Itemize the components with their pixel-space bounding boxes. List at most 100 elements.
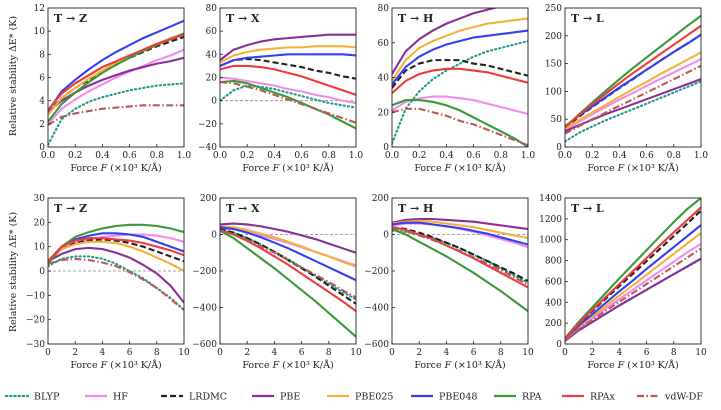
x-tick-label: 8 bbox=[671, 348, 677, 358]
axes-frame bbox=[564, 197, 702, 345]
x-tick-label: 2 bbox=[244, 348, 250, 358]
y-tick-label: 4 bbox=[39, 97, 45, 107]
series-line-blyp bbox=[48, 82, 184, 146]
x-tick-label: 1.0 bbox=[349, 151, 364, 161]
x-tick-label: 0.0 bbox=[558, 151, 573, 161]
legend-item-pbe025: PBE025 bbox=[327, 392, 393, 403]
y-tick-label: 50 bbox=[551, 115, 563, 125]
y-tick-label: 6 bbox=[39, 74, 45, 84]
series-line-pbe bbox=[392, 217, 528, 231]
series-line-hf bbox=[220, 76, 356, 105]
x-tick-label: 1.0 bbox=[177, 151, 192, 161]
y-tick-label: 1200 bbox=[539, 215, 562, 225]
series-line-vdw-df bbox=[565, 247, 701, 342]
series-line-pbe048 bbox=[565, 33, 701, 128]
x-tick-label: 4 bbox=[100, 348, 106, 358]
x-tick-label: 0 bbox=[45, 348, 51, 358]
y-tick-label: 1400 bbox=[539, 194, 562, 204]
series-line-hf bbox=[565, 242, 701, 341]
legend-label: PBE048 bbox=[439, 392, 477, 403]
series-line-hf bbox=[48, 48, 184, 125]
axes-frame bbox=[219, 7, 357, 148]
legend-item-pbe: PBE bbox=[252, 392, 300, 403]
y-tick-label: 150 bbox=[545, 60, 562, 70]
x-tick-label: 4 bbox=[272, 348, 278, 358]
x-tick-label: 0.6 bbox=[639, 151, 654, 161]
panel-5: 0 2 4 6 8 10 −30 −20 −10 0 10 20 30 T → Z Force F (×10… bbox=[26, 194, 190, 371]
series-line-pbe048 bbox=[220, 226, 356, 282]
series-line-pbe bbox=[48, 246, 184, 304]
ylabel-bottom: Relative stability ΔE* (K) bbox=[8, 212, 19, 332]
series-line-rpax bbox=[392, 67, 528, 94]
legend-label: HF bbox=[113, 392, 128, 403]
series-line-vdw-df bbox=[220, 229, 356, 299]
series-line-rpa bbox=[392, 99, 528, 147]
y-tick-label: 30 bbox=[34, 194, 46, 204]
series-line-pbe025 bbox=[565, 232, 701, 341]
x-tick-label: 0.4 bbox=[267, 151, 282, 161]
y-tick-label: 0 bbox=[556, 143, 562, 153]
series-line-rpax bbox=[48, 237, 184, 262]
x-tick-label: 0.8 bbox=[667, 151, 682, 161]
panel-2: 0.0 0.2 0.4 0.6 0.8 1.0 −40 −20 0 20 40 60 80 T → X Fo… bbox=[198, 4, 363, 174]
panel-6: 0 2 4 6 8 10 −600 −400 −200 0 200 T → X Force F (×10… bbox=[192, 194, 362, 371]
x-axis-label: Force F (×10³ K/Å) bbox=[242, 162, 333, 174]
y-tick-label: −200 bbox=[364, 267, 389, 277]
panel-3: 0.0 0.2 0.4 0.6 0.8 1.0 0 20 40 60 80 T → H Force F … bbox=[378, 4, 536, 174]
x-axis-label: Force F (×10³ K/Å) bbox=[242, 359, 333, 371]
series-line-rpax bbox=[48, 33, 184, 111]
y-tick-label: 200 bbox=[372, 194, 389, 204]
y-tick-label: −600 bbox=[192, 340, 217, 350]
x-tick-label: 10 bbox=[695, 348, 707, 358]
y-tick-label: 80 bbox=[206, 4, 218, 14]
series-line-pbe025 bbox=[48, 240, 184, 272]
y-tick-label: 12 bbox=[34, 4, 45, 14]
y-tick-label: 100 bbox=[545, 87, 562, 97]
y-tick-label: 0 bbox=[39, 143, 45, 153]
x-tick-label: 0.2 bbox=[68, 151, 82, 161]
series-group bbox=[392, 8, 528, 147]
series-line-lrdmc bbox=[220, 57, 356, 80]
x-tick-label: 4 bbox=[617, 348, 623, 358]
series-group bbox=[565, 198, 701, 342]
legend-item-rpax: RPAx bbox=[562, 392, 616, 403]
series-line-vdw-df bbox=[48, 104, 184, 126]
series-line-rpa bbox=[220, 79, 356, 130]
series-line-blyp bbox=[392, 39, 528, 145]
y-tick-label: 200 bbox=[545, 319, 562, 329]
x-tick-label: 0.4 bbox=[95, 151, 110, 161]
legend-label: PBE bbox=[280, 392, 300, 403]
series-line-blyp bbox=[220, 84, 356, 109]
series-line-pbe025 bbox=[565, 51, 701, 130]
series-line-rpax bbox=[565, 24, 701, 128]
legend-item-rpa: RPA bbox=[494, 392, 542, 403]
x-tick-label: 8 bbox=[326, 348, 332, 358]
x-tick-label: 0.6 bbox=[294, 151, 309, 161]
y-tick-label: 400 bbox=[545, 298, 562, 308]
series-line-pbe025 bbox=[220, 45, 356, 64]
axes-frame bbox=[564, 7, 702, 148]
series-line-pbe048 bbox=[392, 29, 528, 86]
x-tick-label: 6 bbox=[127, 348, 133, 358]
y-tick-label: 1000 bbox=[539, 236, 562, 246]
y-tick-label: 800 bbox=[545, 257, 562, 267]
series-line-hf bbox=[565, 58, 701, 132]
series-line-pbe048 bbox=[392, 221, 528, 246]
x-axis-label: Force F (×10³ K/Å) bbox=[414, 162, 505, 174]
series-line-pbe025 bbox=[392, 17, 528, 82]
y-tick-label: −200 bbox=[192, 267, 217, 277]
legend-label: BLYP bbox=[34, 392, 60, 403]
series-line-pbe bbox=[392, 8, 499, 75]
x-axis-label: Force F (×10³ K/Å) bbox=[587, 359, 678, 371]
legend-label: RPAx bbox=[590, 392, 616, 403]
series-line-lrdmc bbox=[392, 59, 528, 89]
legend-label: PBE025 bbox=[355, 392, 393, 403]
y-tick-label: 600 bbox=[545, 277, 562, 287]
y-tick-label: −20 bbox=[198, 120, 217, 130]
x-tick-label: 0 bbox=[562, 348, 568, 358]
panel-8: 0 2 4 6 8 10 0 200 400 600 800 1000 1200 1400 T → L For… bbox=[539, 194, 707, 371]
y-tick-label: 60 bbox=[206, 27, 218, 37]
series-group bbox=[220, 222, 356, 338]
x-tick-label: 0.4 bbox=[612, 151, 627, 161]
x-axis-label: Force F (×10³ K/Å) bbox=[587, 162, 678, 174]
